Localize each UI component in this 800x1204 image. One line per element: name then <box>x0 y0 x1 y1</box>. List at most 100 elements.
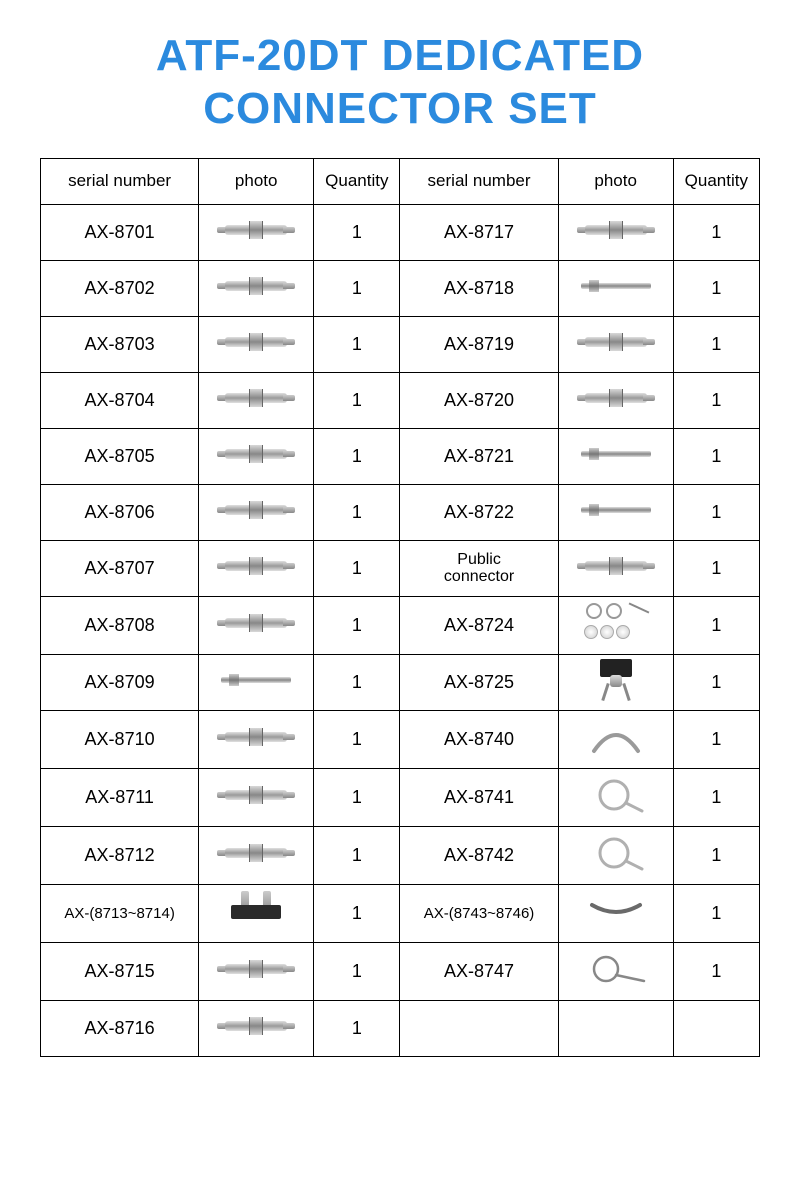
connector-fitting-icon <box>217 840 295 866</box>
photo-cell <box>558 484 673 540</box>
serial-cell: AX-8747 <box>400 942 558 1000</box>
qty-cell: 1 <box>673 260 759 316</box>
table-row: AX-87081AX-87241 <box>41 596 760 654</box>
col-serial-1: serial number <box>41 158 199 204</box>
table-row: AX-87021AX-87181 <box>41 260 760 316</box>
empty-cell <box>400 1000 558 1056</box>
table-row: AX-87121AX-87421 <box>41 826 760 884</box>
qty-cell: 1 <box>673 204 759 260</box>
photo-cell <box>199 710 314 768</box>
table-row: AX-(8713~8714)1AX-(8743~8746)1 <box>41 884 760 942</box>
photo-cell <box>558 260 673 316</box>
qty-cell: 1 <box>673 654 759 710</box>
connector-fitting-icon <box>217 782 295 808</box>
table-row: AX-87041AX-87201 <box>41 372 760 428</box>
connector-fitting-icon <box>577 385 655 411</box>
hose-icon <box>586 715 646 759</box>
connector-table: serial number photo Quantity serial numb… <box>40 158 760 1057</box>
qty-cell: 1 <box>673 428 759 484</box>
photo-cell <box>199 826 314 884</box>
empty-cell <box>673 1000 759 1056</box>
photo-cell <box>558 654 673 710</box>
table-row: AX-87051AX-87211 <box>41 428 760 484</box>
connector-shaft-icon <box>577 500 655 520</box>
connector-fitting-icon <box>217 610 295 636</box>
photo-cell <box>199 1000 314 1056</box>
table-row: AX-87011AX-87171 <box>41 204 760 260</box>
photo-cell <box>558 768 673 826</box>
qty-cell: 1 <box>673 316 759 372</box>
serial-cell: AX-8742 <box>400 826 558 884</box>
qty-cell: 1 <box>314 884 400 942</box>
kit-icon <box>580 601 652 645</box>
qty-cell: 1 <box>673 540 759 596</box>
table-row: AX-87061AX-87221 <box>41 484 760 540</box>
connector-fitting-icon <box>217 956 295 982</box>
serial-cell: AX-8724 <box>400 596 558 654</box>
qty-cell: 1 <box>673 484 759 540</box>
qty-cell: 1 <box>314 540 400 596</box>
loop-icon <box>586 773 646 817</box>
photo-cell <box>199 316 314 372</box>
serial-cell: AX-8721 <box>400 428 558 484</box>
photo-cell <box>558 372 673 428</box>
serial-cell: AX-8703 <box>41 316 199 372</box>
serial-cell: AX-8740 <box>400 710 558 768</box>
serial-cell: AX-8709 <box>41 654 199 710</box>
connector-fitting-icon <box>217 497 295 523</box>
qty-cell: 1 <box>314 596 400 654</box>
loop-tail-icon <box>586 947 646 991</box>
connector-fitting-icon <box>217 724 295 750</box>
col-photo-2: photo <box>558 158 673 204</box>
qty-cell: 1 <box>314 942 400 1000</box>
bracket-icon <box>221 891 291 931</box>
qty-cell: 1 <box>314 260 400 316</box>
qty-cell: 1 <box>673 884 759 942</box>
photo-cell <box>558 204 673 260</box>
serial-cell: AX-8715 <box>41 942 199 1000</box>
hose-arc-icon <box>586 889 646 933</box>
connector-fitting-icon <box>217 385 295 411</box>
qty-cell: 1 <box>673 372 759 428</box>
table-row: AX-87071Publicconnector1 <box>41 540 760 596</box>
connector-fitting-icon <box>217 329 295 355</box>
photo-cell <box>199 204 314 260</box>
frame-icon <box>586 659 646 701</box>
photo-cell <box>558 316 673 372</box>
connector-fitting-icon <box>217 441 295 467</box>
photo-cell <box>199 942 314 1000</box>
qty-cell: 1 <box>314 1000 400 1056</box>
serial-cell: AX-8705 <box>41 428 199 484</box>
serial-cell: AX-8711 <box>41 768 199 826</box>
col-qty-1: Quantity <box>314 158 400 204</box>
photo-cell <box>199 654 314 710</box>
connector-shaft-icon <box>577 276 655 296</box>
photo-cell <box>558 540 673 596</box>
serial-cell: AX-8725 <box>400 654 558 710</box>
connector-fitting-icon <box>577 217 655 243</box>
photo-cell <box>558 710 673 768</box>
table-row: AX-87111AX-87411 <box>41 768 760 826</box>
qty-cell: 1 <box>673 710 759 768</box>
page-title: ATF-20DT DEDICATED CONNECTOR SET <box>40 30 760 136</box>
connector-fitting-icon <box>217 217 295 243</box>
photo-cell <box>199 484 314 540</box>
serial-cell: AX-8710 <box>41 710 199 768</box>
qty-cell: 1 <box>314 710 400 768</box>
serial-cell: AX-8712 <box>41 826 199 884</box>
table-row: AX-87101AX-87401 <box>41 710 760 768</box>
photo-cell <box>558 942 673 1000</box>
loop-icon <box>586 831 646 875</box>
photo-cell <box>558 826 673 884</box>
serial-cell: AX-8718 <box>400 260 558 316</box>
serial-cell: AX-8706 <box>41 484 199 540</box>
serial-cell: AX-8717 <box>400 204 558 260</box>
photo-cell <box>199 596 314 654</box>
table-row: AX-87031AX-87191 <box>41 316 760 372</box>
qty-cell: 1 <box>314 204 400 260</box>
connector-shaft-icon <box>217 670 295 690</box>
qty-cell: 1 <box>314 484 400 540</box>
qty-cell: 1 <box>314 768 400 826</box>
photo-cell <box>558 884 673 942</box>
photo-cell <box>199 540 314 596</box>
